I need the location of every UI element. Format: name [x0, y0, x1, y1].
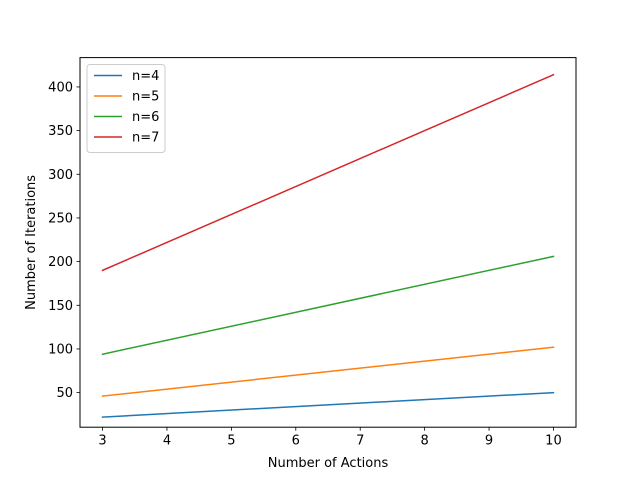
- series-layer: [101, 73, 555, 418]
- y-tick-label: 250: [48, 211, 73, 226]
- legend-label-n=6: n=6: [132, 110, 159, 125]
- x-tick-label: 3: [98, 434, 106, 449]
- legend-box: [86, 64, 166, 153]
- x-tick-label: 9: [485, 434, 493, 449]
- series-line-n=5: [101, 346, 555, 397]
- y-axis-title: Number of Iterations: [24, 175, 39, 310]
- legend-label-n=5: n=5: [132, 90, 159, 105]
- y-tick-label: 400: [48, 80, 73, 95]
- series-line-n=7: [101, 73, 555, 272]
- x-tick-label: 6: [292, 434, 300, 449]
- y-tick-label: 100: [48, 342, 73, 357]
- x-tick-label: 5: [227, 434, 235, 449]
- x-axis-title: Number of Actions: [268, 456, 389, 471]
- x-tick-label: 7: [356, 434, 364, 449]
- legend: n=4 n=5 n=6 n=7: [86, 64, 166, 153]
- x-tick-label: 8: [420, 434, 428, 449]
- legend-label-n=4: n=4: [132, 69, 159, 84]
- x-axis: 3 4 5 6 7 8 9 10: [98, 427, 562, 449]
- series-line-n=6: [101, 255, 555, 356]
- series-line-n=4: [101, 391, 555, 418]
- y-tick-label: 300: [48, 168, 73, 183]
- legend-label-n=7: n=7: [132, 131, 159, 146]
- y-tick-label: 200: [48, 255, 73, 270]
- x-tick-label: 4: [163, 434, 171, 449]
- y-tick-label: 150: [48, 299, 73, 314]
- y-axis: 50 100 150 200 250 300 350 400: [48, 80, 80, 401]
- y-tick-label: 50: [56, 386, 73, 401]
- x-tick-label: 10: [545, 434, 562, 449]
- plot-frame: [79, 57, 577, 428]
- y-tick-label: 350: [48, 124, 73, 139]
